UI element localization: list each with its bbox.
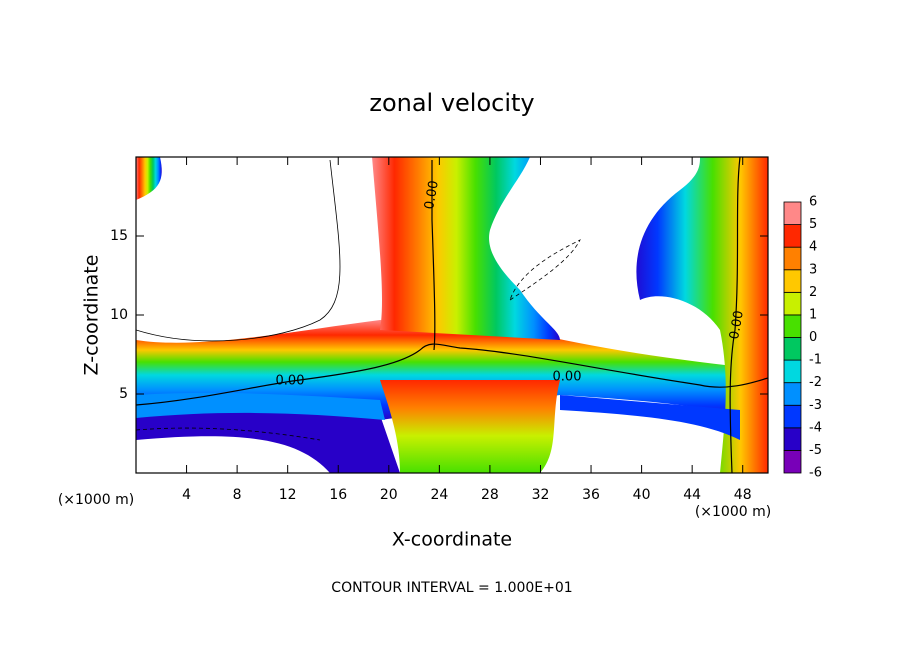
colorbar-label: 4 xyxy=(809,240,817,255)
x-tick-label: 32 xyxy=(532,487,550,503)
field xyxy=(136,157,768,473)
contour-line xyxy=(136,159,341,342)
colorbar-label: 0 xyxy=(809,330,817,345)
x-tick-label: 36 xyxy=(582,487,600,503)
colorbar-label: -5 xyxy=(809,443,822,458)
colorbar-swatch xyxy=(783,337,802,361)
colorbar-label: -6 xyxy=(809,466,822,481)
colorbar-label: 1 xyxy=(809,307,817,322)
y-axis-label: Z-coordinate xyxy=(81,255,103,376)
field-shape xyxy=(136,392,385,420)
x-tick-label: 8 xyxy=(233,487,242,503)
field-shape xyxy=(380,380,560,473)
colorbar-label: -3 xyxy=(809,398,822,413)
colorbar-swatch xyxy=(783,291,802,316)
field-shape xyxy=(136,157,162,200)
contour-line xyxy=(136,343,768,406)
colorbar-label: 3 xyxy=(809,262,817,277)
x-tick-label: 24 xyxy=(430,487,448,503)
field-shape xyxy=(136,404,400,473)
footer: CONTOUR INTERVAL = 1.000E+01 xyxy=(331,580,572,596)
colorbar-swatch xyxy=(783,427,802,451)
x-tick-label: 40 xyxy=(633,487,651,503)
y-tick-label: 5 xyxy=(119,386,128,402)
contour-line xyxy=(431,160,436,351)
colorbar-swatch xyxy=(783,404,802,429)
field-shape xyxy=(372,157,560,340)
contour-label: 0.00 xyxy=(276,374,305,389)
colorbar-label: 6 xyxy=(809,195,817,210)
x-axis-label: X-coordinate xyxy=(392,529,512,551)
colorbar-label: 5 xyxy=(809,217,817,232)
colorbar-swatch xyxy=(783,359,802,384)
colorbar-label: -1 xyxy=(809,353,822,368)
field-shape xyxy=(136,320,768,420)
x-tick-label: 20 xyxy=(380,487,398,503)
colorbar-swatch xyxy=(783,314,802,338)
x-tick-label: 48 xyxy=(734,487,752,503)
colorbar-swatch xyxy=(783,224,802,248)
x-tick-label: 12 xyxy=(279,487,297,503)
x-tick-label: 16 xyxy=(329,487,347,503)
contour-line xyxy=(136,239,581,441)
contour-label: 0.00 xyxy=(422,179,442,210)
colorbar-label: -4 xyxy=(809,420,822,435)
x-unit-label: (×1000 m) xyxy=(58,492,134,508)
colorbar-label: 2 xyxy=(809,285,817,300)
chart-title: zonal velocity xyxy=(369,89,534,117)
x-tick-label: 44 xyxy=(683,487,701,503)
colorbar-swatch xyxy=(783,382,802,406)
x-tick-label: 28 xyxy=(481,487,499,503)
field-shape xyxy=(560,395,740,440)
colorbar-swatch xyxy=(783,269,802,293)
colorbar-swatch xyxy=(783,201,802,225)
contour-label: 0.00 xyxy=(553,370,582,385)
field-shape xyxy=(630,157,768,473)
y-tick-label: 15 xyxy=(110,228,128,244)
colorbar-label: -2 xyxy=(809,375,822,390)
colorbar-swatch xyxy=(783,246,802,271)
contour-label: 0.00 xyxy=(727,309,747,340)
contour-line xyxy=(729,157,741,473)
y-tick-label: 10 xyxy=(110,307,128,323)
colorbar-swatch xyxy=(783,450,802,474)
x-tick-label: 4 xyxy=(182,487,191,503)
x-unit-label: (×1000 m) xyxy=(695,504,771,520)
